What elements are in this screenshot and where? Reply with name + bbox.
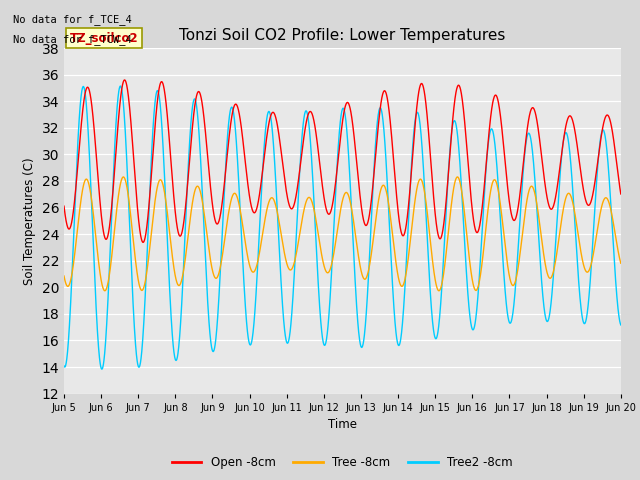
Title: Tonzi Soil CO2 Profile: Lower Temperatures: Tonzi Soil CO2 Profile: Lower Temperatur… — [179, 28, 506, 43]
Legend: Open -8cm, Tree -8cm, Tree2 -8cm: Open -8cm, Tree -8cm, Tree2 -8cm — [167, 452, 518, 474]
Text: No data for f_TCE_4: No data for f_TCE_4 — [13, 14, 132, 25]
X-axis label: Time: Time — [328, 418, 357, 431]
Text: No data for f_TCW_4: No data for f_TCW_4 — [13, 34, 132, 45]
Text: TZ_soilco2: TZ_soilco2 — [70, 32, 138, 45]
Y-axis label: Soil Temperatures (C): Soil Temperatures (C) — [23, 157, 36, 285]
